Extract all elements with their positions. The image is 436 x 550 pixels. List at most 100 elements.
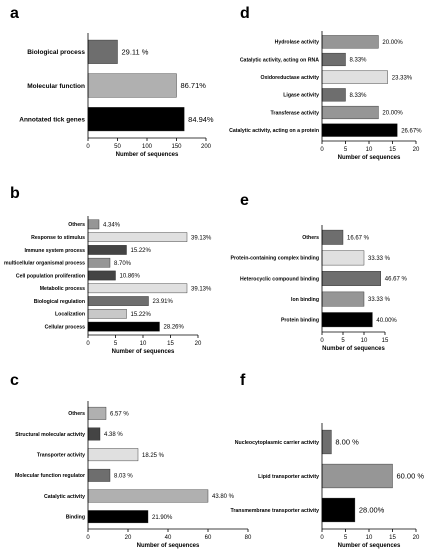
- category-label: Catalytic activity: [44, 494, 85, 500]
- bar: [321, 463, 393, 489]
- panel-letter: b: [10, 185, 20, 202]
- x-tick-label: 20: [413, 535, 420, 541]
- category-label: Others: [68, 222, 85, 228]
- x-tick-label: 0: [86, 144, 90, 150]
- bar: [87, 489, 209, 503]
- x-tick-label: 20: [195, 341, 202, 347]
- x-tick-label: 0: [320, 535, 324, 541]
- x-tick-label: 5: [344, 147, 348, 153]
- bar: [87, 468, 111, 482]
- bar: [321, 123, 398, 137]
- bar: [87, 321, 160, 332]
- data-label: 33.33 %: [368, 297, 391, 303]
- category-label: Ion binding: [291, 297, 319, 303]
- bar: [321, 88, 346, 102]
- data-label: 60.00 %: [397, 472, 425, 481]
- x-tick-label: 50: [114, 144, 121, 150]
- data-label: 28.26%: [164, 325, 185, 331]
- bar: [87, 296, 149, 306]
- category-label: Structural molecular activity: [15, 432, 85, 438]
- x-tick-label: 0: [86, 341, 90, 347]
- category-label: Hydrolase activity: [275, 40, 320, 46]
- x-tick-label: 0: [320, 147, 324, 153]
- category-label: Protein binding: [281, 318, 319, 324]
- bar: [87, 232, 188, 242]
- data-label: 8.33%: [350, 58, 368, 64]
- x-tick-label: 10: [366, 147, 373, 153]
- x-tick-label: 150: [171, 144, 182, 150]
- x-axis-title: Number of sequences: [338, 543, 401, 549]
- bar: [87, 39, 118, 64]
- category-label: Others: [302, 235, 319, 241]
- panel-c: c Others 6.57 % Structural molecular activi…: [10, 372, 252, 549]
- x-tick-label: 80: [245, 535, 252, 541]
- data-label: 21.90%: [152, 515, 173, 521]
- data-label: 16.67 %: [347, 235, 370, 241]
- bar: [87, 219, 100, 230]
- bar: [321, 52, 346, 67]
- x-tick-label: 0: [86, 535, 90, 541]
- x-axis-title: Number of sequences: [112, 349, 175, 355]
- category-label: multicellular organismal process: [4, 261, 85, 267]
- category-label: Oxidoreductase activity: [260, 75, 319, 81]
- category-label: Lipid transporter activity: [258, 474, 319, 480]
- bar: [321, 271, 381, 286]
- panel-letter: a: [10, 5, 19, 22]
- category-label: Cell population proliferation: [16, 273, 85, 279]
- bar: [87, 427, 101, 441]
- bar: [321, 250, 365, 266]
- bar: [321, 35, 379, 49]
- bar: [87, 309, 127, 319]
- x-axis-title: Number of sequences: [338, 155, 401, 161]
- category-label: Molecular function regulator: [15, 473, 85, 479]
- data-label: 8.70%: [114, 261, 132, 267]
- category-label: Biological regulation: [34, 299, 85, 305]
- data-label: 15.22%: [131, 312, 152, 318]
- data-label: 40.00%: [376, 318, 397, 324]
- panel-letter: c: [10, 372, 19, 389]
- bar: [321, 291, 365, 307]
- data-label: 15.22%: [131, 248, 152, 254]
- bar: [87, 107, 185, 132]
- x-axis-title: Number of sequences: [322, 346, 385, 352]
- data-label: 43.80 %: [212, 494, 235, 500]
- bar: [87, 448, 139, 462]
- data-label: 86.71%: [181, 81, 207, 90]
- x-tick-label: 200: [201, 144, 212, 150]
- data-label: 39.13%: [191, 286, 212, 292]
- x-tick-label: 15: [382, 338, 389, 344]
- bar: [321, 105, 379, 120]
- category-label: Protein-containing complex binding: [231, 256, 319, 262]
- bar: [321, 429, 332, 455]
- data-label: 84.94%: [188, 115, 214, 124]
- category-label: Nucleocytoplasmic carrier activity: [235, 440, 319, 446]
- category-label: Catalytic activity, acting on a protein: [229, 128, 319, 134]
- category-label: Binding: [66, 514, 85, 520]
- bar: [87, 257, 111, 268]
- x-axis-title: Number of sequences: [137, 543, 200, 549]
- panel-f: f Nucleocytoplasmic carrier activity 8.00 …: [230, 372, 424, 549]
- data-label: 10.86%: [120, 274, 141, 280]
- category-label: Catalytic activity, acting on RNA: [240, 57, 319, 63]
- bar: [321, 312, 373, 328]
- bar: [87, 510, 149, 524]
- bar: [321, 497, 356, 523]
- x-tick-label: 10: [361, 338, 368, 344]
- data-label: 28.00%: [359, 506, 385, 515]
- data-label: 6.57 %: [110, 411, 129, 417]
- x-tick-label: 15: [167, 341, 174, 347]
- data-label: 4.34%: [103, 222, 121, 228]
- x-tick-label: 20: [125, 535, 132, 541]
- category-label: Biological process: [27, 49, 85, 56]
- category-label: Others: [68, 411, 85, 417]
- panel-d: d Hydrolase activity 20.00% Catalytic activ…: [229, 5, 422, 161]
- data-label: 29.11 %: [122, 47, 149, 56]
- data-label: 46.67 %: [385, 277, 408, 283]
- data-label: 20.00%: [382, 40, 403, 46]
- category-label: Localization: [55, 312, 85, 318]
- x-tick-label: 5: [344, 535, 348, 541]
- panel-letter: f: [240, 372, 246, 389]
- x-tick-label: 0: [320, 338, 324, 344]
- category-label: Metabolic process: [40, 286, 85, 292]
- bar: [87, 270, 116, 281]
